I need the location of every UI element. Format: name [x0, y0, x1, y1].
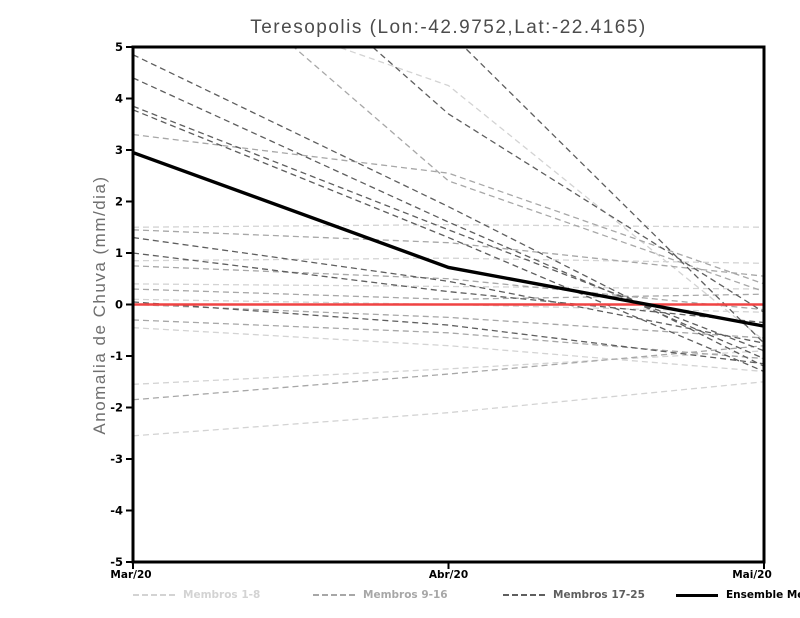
legend-item-members-1-8: Membros 1-8 — [133, 589, 260, 601]
ensemble-member-line-group-3 — [133, 301, 764, 365]
y-axis-label: Anomalia de Chuva (mm/dia) — [90, 175, 109, 435]
legend-item-members-9-16: Membros 9-16 — [313, 589, 448, 601]
y-tick-label: 0 — [115, 298, 123, 312]
chart-title: Teresopolis (Lon:-42.9752,Lat:-22.4165) — [250, 17, 647, 38]
ensemble-member-line-group-3 — [133, 236, 764, 344]
ensemble-member-line-group-3 — [133, 105, 764, 352]
y-tick-label: -2 — [110, 401, 123, 415]
y-tick-label: -4 — [110, 504, 123, 518]
ensemble-member-line-group-2 — [133, 229, 764, 277]
ensemble-member-line-group-1 — [133, 224, 764, 228]
ensemble-member-line-group-1 — [133, 327, 764, 373]
y-tick-label: -5 — [110, 555, 123, 569]
ensemble-member-line-group-1 — [133, 350, 764, 385]
ensemble-member-line-group-2 — [292, 47, 764, 293]
y-tick-label: -1 — [110, 349, 123, 363]
legend-label-members-17-25: Membros 17-25 — [553, 589, 645, 601]
legend-label-members-1-8: Membros 1-8 — [183, 589, 261, 601]
legend-item-members-17-25: Membros 17-25 — [503, 589, 645, 601]
y-tick-label: 2 — [115, 195, 123, 209]
y-tick-label: -3 — [110, 452, 123, 466]
ensemble-member-line-group-2 — [133, 133, 764, 285]
ensemble-member-line-group-1 — [133, 298, 764, 313]
y-tick-label: 4 — [115, 92, 123, 106]
ensemble-member-line-group-3 — [133, 54, 764, 367]
legend-item-ensemble-mean: Ensemble Mean — [676, 589, 800, 601]
legend-dash-sample-9-16 — [313, 594, 355, 596]
ensemble-member-line-group-3 — [133, 252, 764, 324]
ensemble-mean-line — [133, 150, 764, 328]
ensemble-member-line-group-1 — [133, 283, 764, 290]
ensemble-member-line-group-2 — [133, 345, 764, 401]
legend-dash-sample-1-8 — [133, 594, 175, 596]
x-tick-label: Abr/20 — [429, 569, 468, 581]
ensemble-member-line-group-3 — [133, 77, 764, 360]
plot-area — [133, 47, 764, 437]
ensemble-member-line-group-3 — [133, 109, 764, 373]
legend-label-ensemble-mean: Ensemble Mean — [726, 589, 800, 601]
ensemble-member-line-group-1 — [133, 381, 764, 437]
x-tick-label: Mar/20 — [110, 569, 151, 581]
legend-label-members-9-16: Membros 9-16 — [363, 589, 448, 601]
ensemble-member-line-group-1 — [336, 47, 764, 342]
ensemble-member-line-group-1 — [133, 257, 764, 264]
ensemble-member-line-group-2 — [133, 265, 764, 311]
ensemble-member-line-group-2 — [133, 319, 764, 360]
ensemble-member-line-group-2 — [133, 303, 764, 339]
ensemble-member-line-group-3 — [371, 47, 764, 313]
ensemble-member-line-group-2 — [133, 288, 764, 301]
x-tick-label: Mai/20 — [732, 569, 772, 581]
y-tick-label: 3 — [115, 143, 123, 157]
y-tick-label: 1 — [115, 246, 123, 260]
legend-dash-sample-17-25 — [503, 594, 545, 596]
y-tick-label: 5 — [115, 40, 123, 54]
legend-solid-sample-mean — [676, 593, 718, 597]
ensemble-member-line-group-3 — [463, 47, 764, 344]
